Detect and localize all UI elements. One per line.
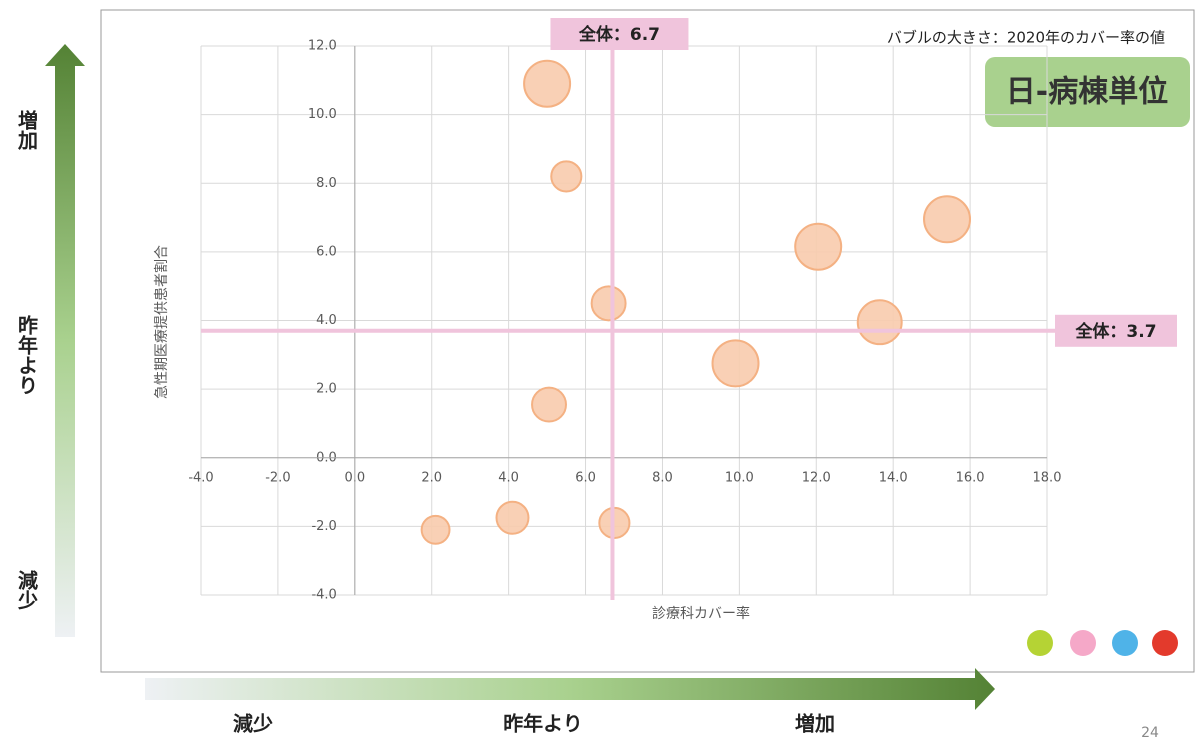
bubble [794, 222, 843, 271]
x-tick-label: 6.0 [575, 470, 596, 485]
bubble [420, 514, 451, 545]
bubble [590, 285, 627, 322]
annotation: バブルの大きさ：2020年のカバー率の値 [887, 29, 1165, 47]
y-axis-title: 急性期医療提供患者割合 [153, 245, 170, 399]
x-tick-label: 18.0 [1033, 470, 1062, 485]
x-tick-label: -4.0 [188, 470, 213, 485]
x-tick-label: 8.0 [652, 470, 673, 485]
bubble [495, 500, 530, 535]
arrow-label: 減少 [233, 712, 273, 736]
y-tick-label: 2.0 [316, 382, 337, 397]
bubble [856, 299, 903, 346]
arrow-label: 増加 [795, 712, 835, 736]
reference-label-box [1055, 314, 1177, 347]
x-tick-label: 14.0 [879, 470, 908, 485]
y-tick-label: 8.0 [316, 176, 337, 191]
bubble [711, 339, 760, 388]
arrow-label: 減少 [15, 569, 39, 610]
bubble [523, 59, 572, 108]
y-tick-label: -2.0 [311, 519, 336, 534]
x-axis-title: 診療科カバー率 [652, 605, 750, 622]
reference-label: 全体：3.7 [1074, 321, 1156, 342]
page-number: 24 [1141, 725, 1159, 738]
bubble [550, 160, 583, 193]
x-tick-label: 12.0 [802, 470, 831, 485]
x-tick-label: 2.0 [421, 470, 442, 485]
badge-box [985, 57, 1190, 127]
mascots [1027, 630, 1178, 656]
x-tick-label: 4.0 [498, 470, 519, 485]
y-tick-label: 6.0 [316, 244, 337, 259]
vertical-arrow [45, 44, 85, 637]
reference-label-box [550, 18, 689, 50]
x-tick-label: 10.0 [725, 470, 754, 485]
y-tick-label: 10.0 [308, 107, 337, 122]
horizontal-arrow [145, 668, 995, 710]
badge: 日-病棟単位 [1006, 75, 1168, 110]
bubble [531, 386, 567, 423]
arrow-label: 増加 [15, 109, 39, 151]
y-tick-label: -4.0 [311, 588, 336, 603]
y-tick-label: 12.0 [308, 39, 337, 54]
plot: -4.0 -2.0 0.0 2.0 4.0 6.0 8.0 10.0 12.0 14.0 16.0 1… [188, 18, 1177, 603]
x-tick-label: 16.0 [956, 470, 985, 485]
arrow-label: 昨年より [15, 314, 39, 395]
reference-label: 全体：6.7 [578, 24, 660, 45]
y-tick-label: 4.0 [316, 313, 337, 328]
x-tick-label: -2.0 [265, 470, 290, 485]
arrow-label: 昨年より [503, 712, 583, 736]
bubble [923, 195, 972, 244]
